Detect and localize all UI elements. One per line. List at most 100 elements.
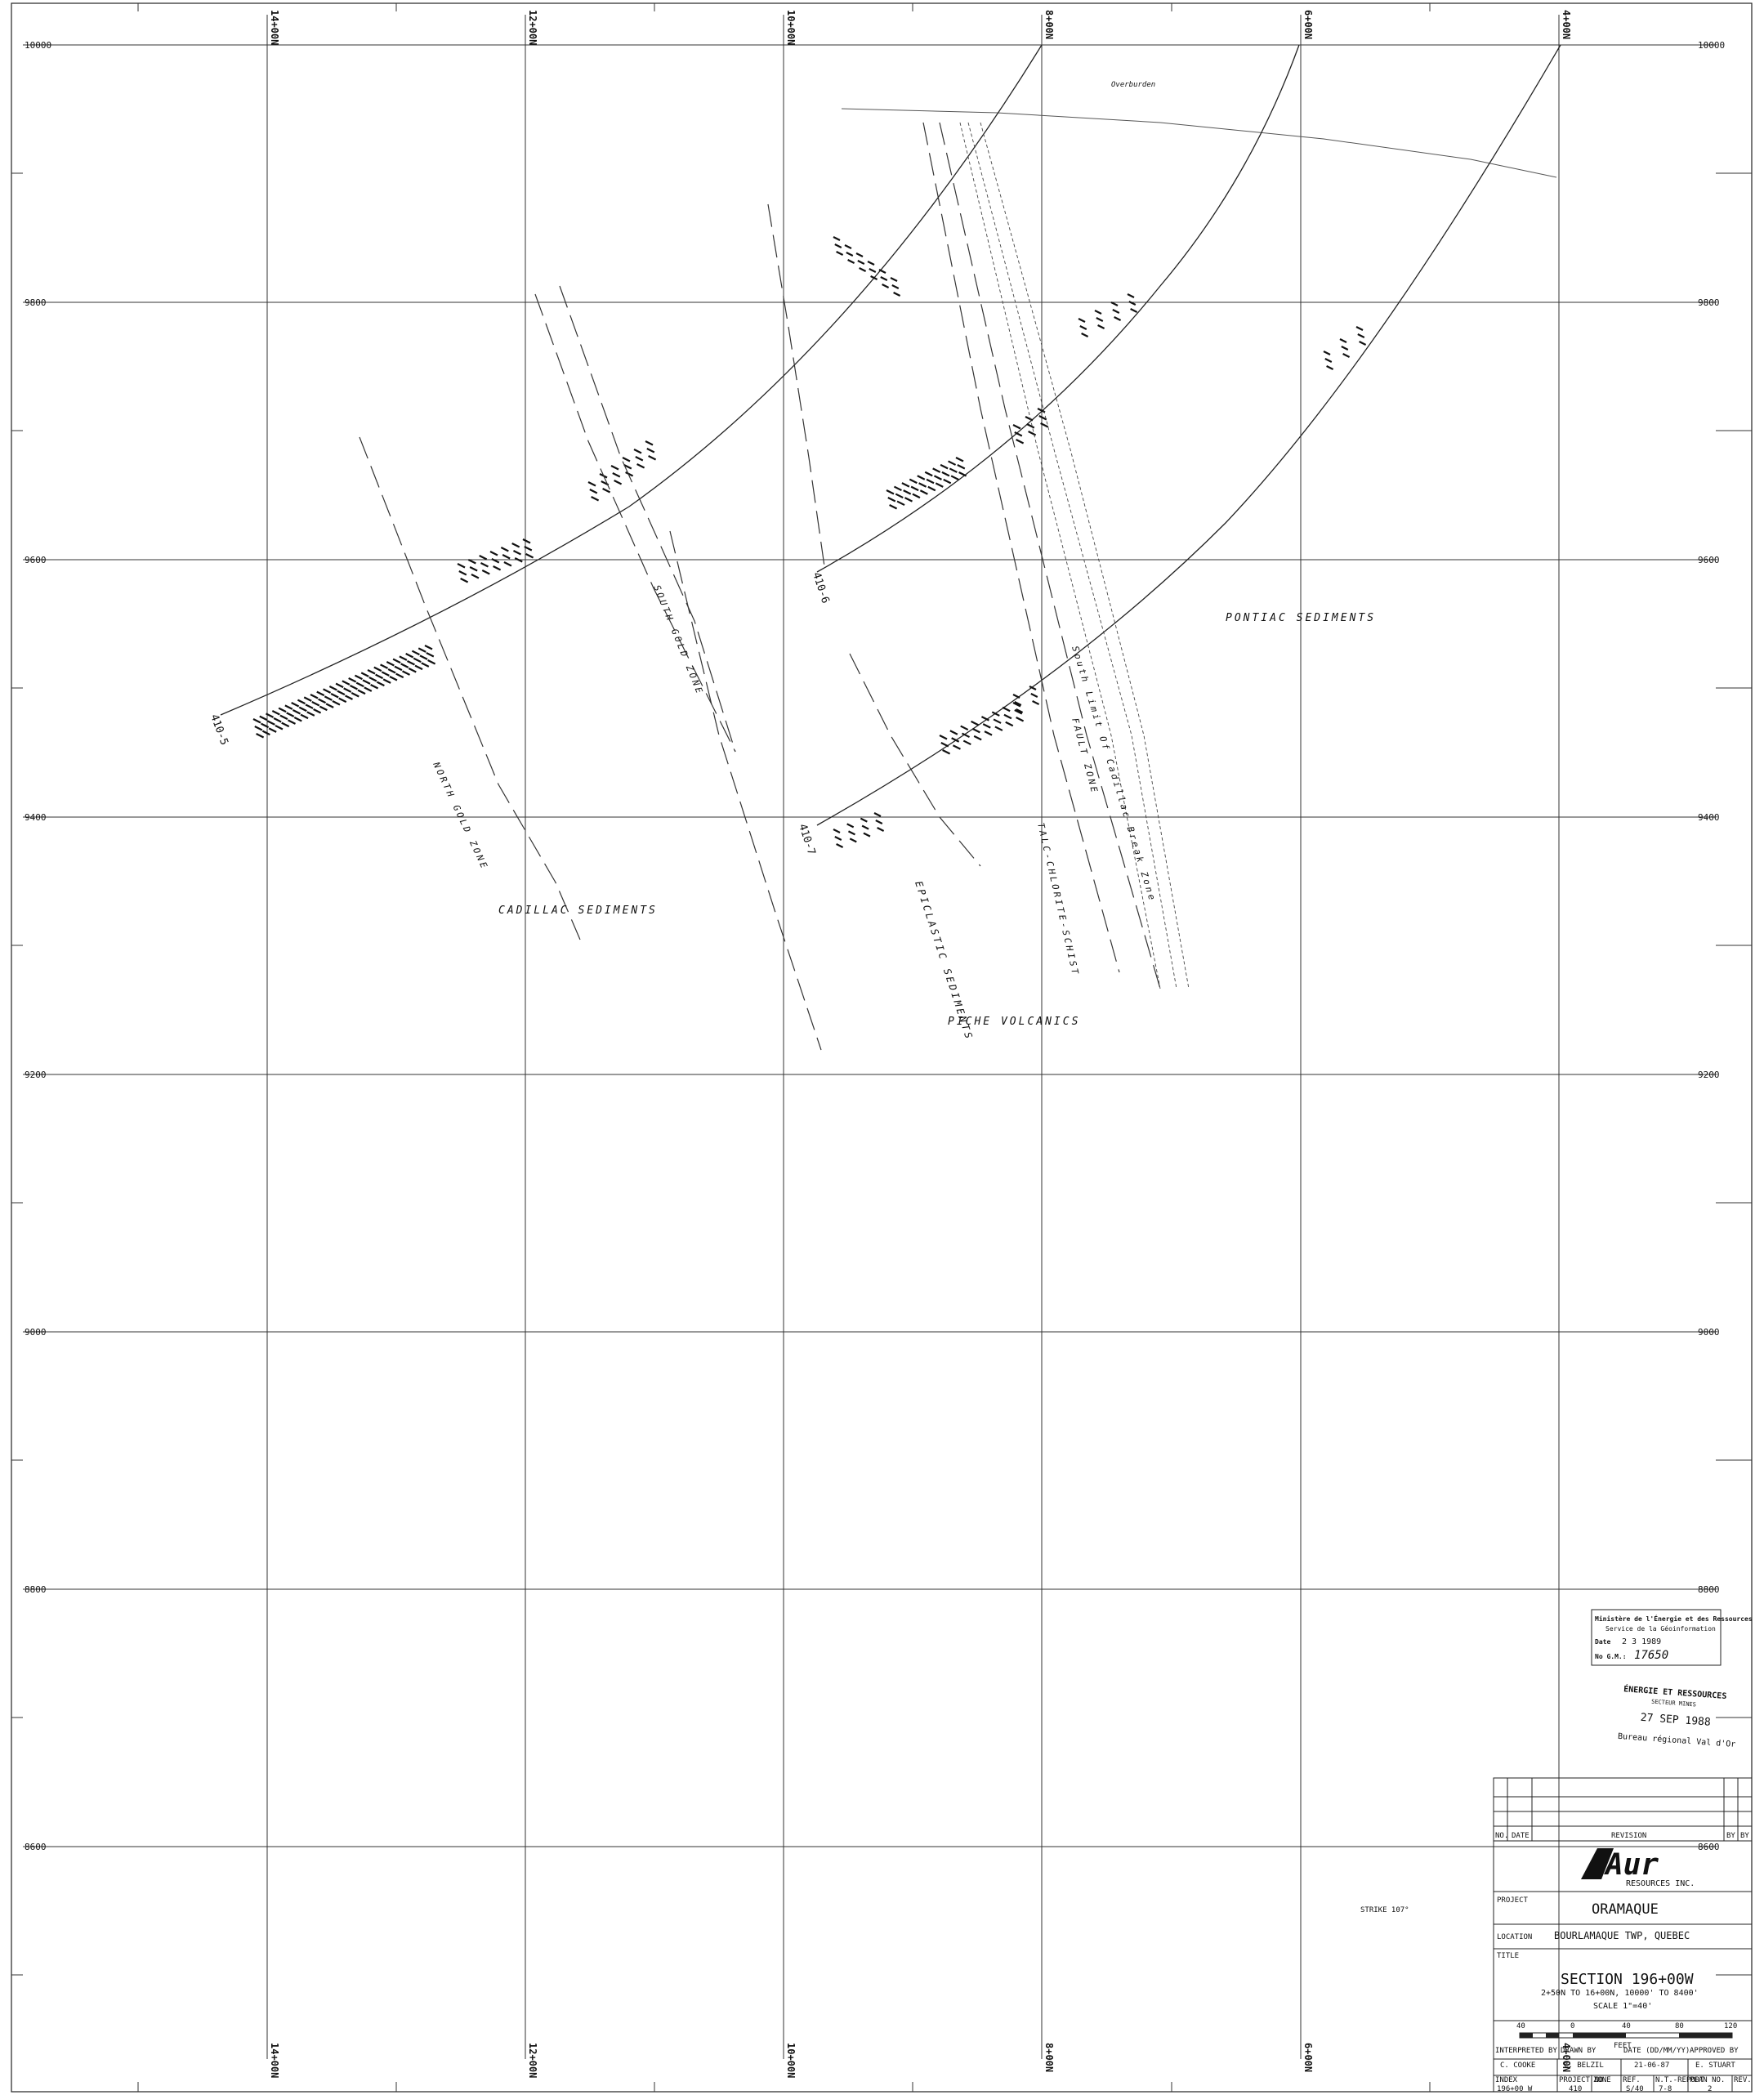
- assay-mark: [935, 482, 944, 488]
- assay-mark: [524, 546, 533, 552]
- assay-mark: [349, 685, 358, 690]
- section-label-top: 12+00N: [527, 10, 538, 45]
- assay-mark: [259, 715, 268, 721]
- svg-text:DATE (DD/MM/YY): DATE (DD/MM/YY): [1623, 2047, 1690, 2055]
- drillhole-410-7-trace: [816, 44, 1561, 826]
- elevation-label-left: 10000: [25, 40, 51, 51]
- svg-text:27 SEP 1988: 27 SEP 1988: [1640, 1712, 1711, 1729]
- svg-text:PROJECT NO.: PROJECT NO.: [1559, 2076, 1608, 2084]
- assay-mark: [343, 687, 352, 693]
- svg-text:SECTEUR MINES: SECTEUR MINES: [1651, 1699, 1696, 1709]
- assay-mark: [834, 243, 842, 248]
- pontiac-sediments-label: PONTIAC SEDIMENTS: [1226, 612, 1376, 624]
- assay-mark: [939, 735, 948, 740]
- assay-mark: [1028, 431, 1037, 436]
- assay-mark: [1016, 717, 1025, 722]
- assay-mark: [419, 654, 428, 660]
- piche-volcanics-label: PICHE VOLCANICS: [948, 1016, 1080, 1028]
- assay-mark: [424, 645, 433, 650]
- assay-mark: [904, 497, 913, 503]
- energie-stamp: ÉNERGIE ET RESSOURCES SECTEUR MINES 27 S…: [1618, 1683, 1736, 1749]
- assay-mark: [927, 485, 936, 492]
- assay-mark: [1094, 310, 1102, 315]
- section-label-bottom: 14+00N: [269, 2043, 280, 2078]
- assay-mark: [860, 817, 868, 823]
- assay-mark: [324, 695, 333, 701]
- elevation-label-left: 8800: [25, 1584, 47, 1595]
- assay-mark: [869, 268, 877, 273]
- assay-mark: [971, 727, 980, 734]
- assay-mark: [993, 718, 1002, 724]
- assay-mark: [254, 726, 263, 731]
- aur-logo: Aur: [1604, 1848, 1659, 1882]
- assay-mark: [847, 259, 855, 264]
- svg-text:Service de la Géoinformation: Service de la Géoinformation: [1605, 1624, 1716, 1633]
- assay-mark: [1323, 351, 1331, 355]
- section-label-bottom: 10+00N: [785, 2043, 797, 2078]
- svg-text:PROJECT: PROJECT: [1497, 1896, 1529, 1905]
- assay-mark: [1038, 415, 1047, 421]
- cadillac-sediments-label: CADILLAC SEDIMENTS: [498, 905, 658, 917]
- assay-mark: [1341, 346, 1349, 351]
- assay-mark: [376, 681, 385, 687]
- svg-text:21-06-87: 21-06-87: [1634, 2061, 1669, 2070]
- assay-mark: [847, 830, 855, 836]
- svg-text:Ministère de l'Énergie et des: Ministère de l'Énergie et des Ressources: [1595, 1614, 1753, 1623]
- assay-mark: [1025, 416, 1034, 422]
- assay-mark: [298, 706, 307, 712]
- assay-mark: [261, 722, 270, 729]
- elevation-label-right: 8800: [1698, 1584, 1720, 1595]
- assay-mark: [1081, 333, 1089, 337]
- assay-mark: [261, 730, 270, 736]
- aur-logo-mark: [1581, 1848, 1614, 1879]
- section-label-top: 6+00N: [1302, 10, 1314, 39]
- assay-mark: [271, 710, 280, 716]
- elevation-label-left: 9800: [25, 297, 47, 308]
- assay-mark: [400, 663, 409, 668]
- svg-text:No G.M.:: No G.M.:: [1595, 1653, 1627, 1660]
- fault-zone-west: [922, 122, 1120, 973]
- assay-mark: [411, 650, 420, 656]
- assay-mark: [875, 820, 883, 824]
- assay-mark: [313, 708, 322, 714]
- assay-mark: [984, 730, 993, 736]
- svg-text:N.T.-REPORT: N.T.-REPORT: [1655, 2076, 1704, 2084]
- assay-mark: [281, 721, 290, 728]
- assay-mark: [940, 463, 949, 470]
- assay-mark: [382, 678, 391, 684]
- assay-mark: [355, 681, 364, 688]
- assay-mark: [458, 570, 467, 576]
- assay-mark: [942, 749, 951, 755]
- assay-mark: [418, 647, 426, 653]
- title-block: [1493, 1777, 1753, 2093]
- section-label-bottom: 6+00N: [1302, 2043, 1314, 2072]
- project-name: ORAMAQUE: [1592, 1901, 1659, 1918]
- assay-mark: [991, 711, 1000, 717]
- assay-mark: [392, 658, 401, 664]
- assay-mark: [646, 448, 655, 453]
- assay-mark: [292, 709, 301, 715]
- svg-text:INDEX: INDEX: [1495, 2076, 1518, 2084]
- epiclastic-sediments-label: EPICLASTIC SEDIMENTS: [913, 880, 976, 1043]
- assay-mark: [328, 686, 337, 691]
- svg-text:BY: BY: [1740, 1832, 1749, 1840]
- assay-mark: [602, 488, 611, 494]
- assay-mark: [287, 719, 296, 725]
- assay-mark: [896, 500, 905, 507]
- assay-mark: [273, 717, 282, 723]
- scale-text: SCALE 1"=40': [1593, 2002, 1652, 2011]
- assay-mark: [901, 482, 910, 488]
- assay-mark: [266, 712, 275, 718]
- assay-mark: [480, 562, 489, 568]
- assay-mark: [300, 713, 309, 720]
- assay-mark: [1096, 317, 1104, 322]
- assay-mark: [481, 570, 490, 575]
- assay-mark: [982, 723, 991, 729]
- ministry-stamp: Ministère de l'Énergie et des Ressources…: [1591, 1609, 1753, 1666]
- assay-mark: [1014, 431, 1023, 437]
- assay-mark: [305, 704, 314, 709]
- section-label-top: 10+00N: [785, 10, 797, 45]
- assay-mark: [836, 251, 844, 256]
- assay-mark: [893, 292, 901, 297]
- assay-mark: [623, 464, 632, 470]
